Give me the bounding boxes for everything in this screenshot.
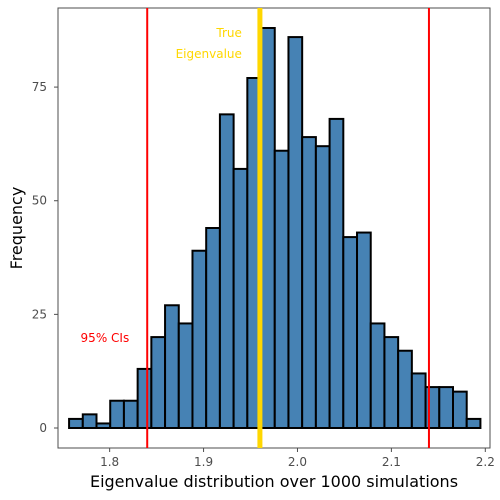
- histogram-bar: [122, 399, 139, 430]
- histogram-bar: [177, 322, 194, 430]
- histogram-bar: [260, 27, 276, 429]
- histogram-bar: [81, 413, 98, 429]
- y-tick-label: 75: [32, 80, 47, 94]
- y-axis: 0 25 50 75: [32, 80, 58, 435]
- histogram-bar: [424, 386, 441, 429]
- histogram-bar: [465, 417, 482, 430]
- y-axis-title: Frequency: [7, 187, 26, 270]
- histogram-bar: [68, 417, 84, 430]
- histogram-bar: [287, 36, 304, 430]
- ci-annotation: 95% CIs: [81, 331, 130, 345]
- x-tick-label: 2.2: [476, 455, 495, 469]
- reference-lines: [146, 8, 430, 448]
- x-tick-label: 1.8: [100, 455, 119, 469]
- true-eigenvalue-annotation: Eigenvalue: [176, 47, 242, 61]
- histogram-bar: [383, 336, 400, 429]
- x-tick-label: 1.9: [194, 455, 213, 469]
- y-tick-label: 50: [32, 194, 47, 208]
- histogram-bar: [369, 322, 386, 430]
- x-axis-title: Eigenvalue distribution over 1000 simula…: [90, 472, 458, 491]
- histogram-bar: [328, 117, 345, 429]
- histogram-bars: [68, 27, 482, 430]
- true-eigenvalue-annotation: True: [215, 26, 242, 40]
- histogram-bar: [150, 336, 167, 429]
- histogram-bar: [218, 113, 235, 430]
- histogram-bar: [136, 367, 153, 430]
- x-tick-label: 2.1: [382, 455, 401, 469]
- histogram-bar: [232, 167, 249, 429]
- histogram-bar: [191, 249, 208, 429]
- histogram-bar: [205, 227, 221, 429]
- histogram-bar: [109, 399, 125, 430]
- x-axis: 1.8 1.9 2.0 2.1 2.2: [100, 448, 495, 469]
- histogram-bar: [314, 145, 331, 429]
- histogram-bar: [301, 136, 317, 429]
- histogram-bar: [438, 386, 455, 429]
- histogram-bar: [164, 304, 180, 429]
- histogram-bar: [410, 372, 427, 430]
- annotations: 95% CIs True Eigenvalue: [81, 26, 242, 345]
- histogram-bar: [452, 390, 468, 430]
- histogram-bar: [273, 149, 290, 429]
- histogram-bar: [342, 236, 359, 429]
- y-tick-label: 25: [32, 307, 47, 321]
- histogram-bar: [95, 422, 112, 430]
- x-tick-label: 2.0: [288, 455, 307, 469]
- histogram-bar: [356, 231, 372, 429]
- histogram-bar: [397, 349, 413, 430]
- y-tick-label: 0: [39, 421, 47, 435]
